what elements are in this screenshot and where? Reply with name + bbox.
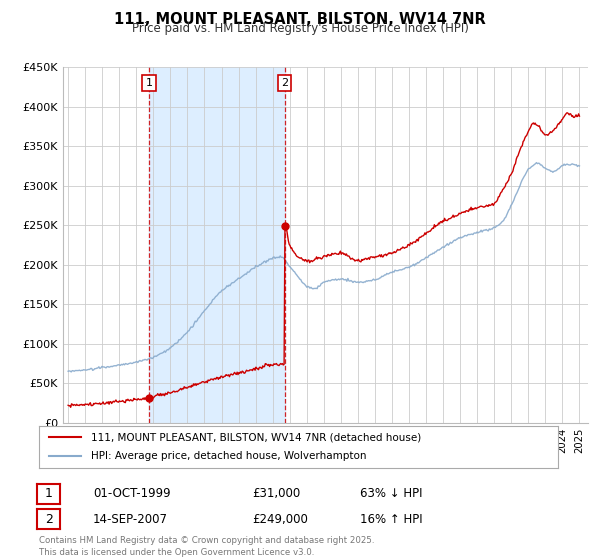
Text: 1: 1 [44,487,53,501]
Text: Contains HM Land Registry data © Crown copyright and database right 2025.
This d: Contains HM Land Registry data © Crown c… [39,536,374,557]
Text: HPI: Average price, detached house, Wolverhampton: HPI: Average price, detached house, Wolv… [91,451,367,461]
Text: 16% ↑ HPI: 16% ↑ HPI [360,512,422,526]
Text: 01-OCT-1999: 01-OCT-1999 [93,487,170,501]
Text: £31,000: £31,000 [252,487,300,501]
Text: 14-SEP-2007: 14-SEP-2007 [93,512,168,526]
Text: £249,000: £249,000 [252,512,308,526]
Bar [149,67,285,423]
Text: 2: 2 [281,78,289,88]
Text: 63% ↓ HPI: 63% ↓ HPI [360,487,422,501]
Text: 2: 2 [44,512,53,526]
Text: 111, MOUNT PLEASANT, BILSTON, WV14 7NR: 111, MOUNT PLEASANT, BILSTON, WV14 7NR [114,12,486,27]
Text: Price paid vs. HM Land Registry's House Price Index (HPI): Price paid vs. HM Land Registry's House … [131,22,469,35]
Text: 1: 1 [146,78,152,88]
Text: 111, MOUNT PLEASANT, BILSTON, WV14 7NR (detached house): 111, MOUNT PLEASANT, BILSTON, WV14 7NR (… [91,432,421,442]
